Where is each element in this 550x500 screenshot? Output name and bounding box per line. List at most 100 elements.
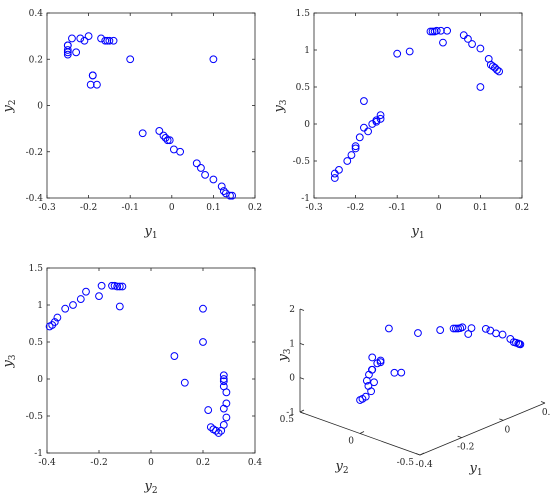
marker-layer	[63, 32, 237, 200]
x-tick-label: 0	[169, 203, 175, 213]
x-axis-label: y2	[143, 479, 157, 496]
y-tick-label: -1	[301, 194, 310, 204]
data-point	[476, 83, 485, 91]
x-tick-label: -0.4	[415, 460, 433, 470]
data-point	[428, 27, 437, 36]
data-point	[192, 159, 201, 168]
data-point	[113, 282, 122, 291]
data-point	[84, 32, 93, 41]
data-point	[385, 324, 393, 333]
y-tick-label: -0.5	[397, 458, 415, 468]
data-point	[368, 353, 377, 362]
scatter-panel-y1-y2: -0.3 -0.2 -0.1 0 0.1 0.2 -0.4 -0.2 0 0.2 0.4 y1 y2	[1, 9, 262, 241]
x-tick-mark	[540, 401, 546, 404]
z-tick-label: 2	[289, 305, 295, 315]
marker-layer	[356, 323, 525, 404]
y-tick-label: -1	[34, 449, 43, 459]
data-point	[370, 378, 378, 387]
data-point	[212, 426, 220, 435]
z-tick-mark	[299, 411, 305, 414]
x-tick-label: 0.1	[206, 203, 220, 213]
y-tick-label: -0.5	[293, 157, 311, 167]
y-tick-mark	[419, 452, 425, 456]
y-tick-label: 0	[37, 102, 43, 112]
data-point	[199, 304, 207, 313]
data-point	[351, 142, 360, 151]
data-point	[97, 281, 106, 290]
data-point	[219, 404, 228, 413]
data-point	[492, 329, 500, 338]
marker-layer	[45, 281, 231, 437]
data-point	[217, 182, 226, 191]
z-tick-label: 1	[289, 339, 295, 349]
data-point	[436, 326, 445, 334]
x-tick-label: 0	[148, 458, 154, 468]
data-point	[163, 136, 172, 145]
data-point	[199, 338, 207, 346]
data-point	[50, 318, 59, 326]
y-tick-label: 1	[37, 301, 43, 311]
data-point	[197, 164, 205, 172]
data-point	[464, 35, 472, 43]
data-point	[426, 27, 435, 36]
data-point	[115, 282, 124, 291]
x-tick-label: -0.3	[305, 203, 323, 213]
tick-layer: -0.4 -0.2 0 0.2 -0.5 0 0.5-1 0 1 2	[280, 305, 550, 470]
data-point	[86, 80, 95, 89]
x-tick-label: 0.4	[248, 458, 263, 468]
data-point	[498, 330, 507, 339]
data-point	[201, 170, 209, 179]
plot-frame	[46, 267, 256, 454]
y-tick-label: 0	[304, 120, 310, 130]
data-point	[219, 375, 228, 383]
data-point	[88, 71, 97, 80]
y-axis-label: y3	[1, 354, 18, 368]
data-point	[206, 423, 215, 432]
data-point	[170, 352, 179, 360]
data-point	[397, 368, 406, 377]
x-axis-label: y1	[468, 461, 482, 478]
data-point	[355, 133, 364, 142]
data-point	[228, 191, 237, 200]
y-tick-label: -0.2	[26, 148, 43, 158]
y-tick-label: 0.5	[29, 338, 44, 348]
x-tick-label: 0	[436, 203, 442, 213]
data-point	[80, 36, 89, 45]
data-point	[439, 38, 447, 47]
tick-layer: -0.4 -0.2 0 0.2 0.4 -1 -0.5 0 0.5 1 1.5	[26, 264, 263, 468]
tick-layer: -0.3 -0.2 -0.1 0 0.1 0.2 -0.4 -0.2 0 0.2 0.4	[26, 9, 263, 213]
y-tick-label: -0.5	[26, 412, 44, 422]
y-tick-label: -0.4	[26, 194, 44, 204]
y-axis-label: y2	[1, 99, 18, 113]
data-point	[159, 131, 168, 140]
data-point	[376, 356, 385, 365]
x-tick-label: -0.1	[389, 203, 406, 213]
data-point	[458, 323, 467, 332]
data-point	[68, 34, 76, 43]
data-point	[115, 302, 124, 311]
data-point	[108, 281, 116, 290]
data-point	[361, 392, 370, 401]
data-point	[219, 371, 228, 380]
x-tick-label: 0.2	[196, 458, 210, 468]
y-tick-label: 0.5	[280, 415, 295, 425]
scatter-panel-3d: -0.4 -0.2 0 0.2 -0.5 0 0.5-1 0 1 2 y1 y2 y3	[276, 305, 550, 478]
data-point	[360, 123, 368, 132]
data-point	[214, 429, 223, 437]
data-point	[222, 388, 231, 397]
data-point	[405, 47, 414, 56]
y-tick-label: 0.5	[296, 83, 311, 93]
x-tick-label: -0.2	[80, 203, 97, 213]
data-point	[432, 26, 441, 35]
data-point	[95, 292, 103, 301]
data-point	[390, 368, 399, 377]
data-point	[376, 114, 385, 123]
data-point	[443, 26, 452, 35]
z-tick-mark	[299, 342, 305, 346]
z-tick-mark	[299, 377, 305, 380]
data-point	[61, 304, 70, 313]
data-point	[347, 151, 356, 159]
x-axis-label: y1	[143, 224, 157, 241]
data-point	[330, 174, 339, 182]
y-tick-label: 1	[304, 46, 310, 56]
